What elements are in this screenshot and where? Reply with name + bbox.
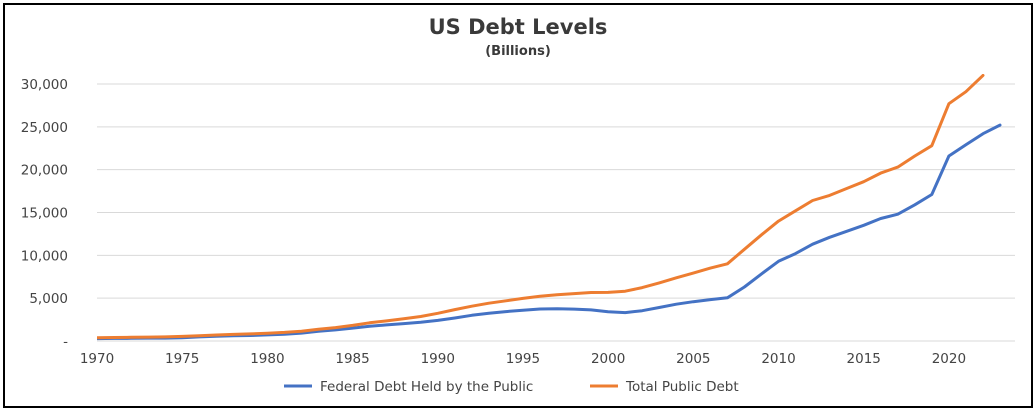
y-tick-label: 20,000 <box>21 163 68 179</box>
x-tick-label: 1990 <box>421 351 455 367</box>
y-axis-tick-labels: - 5,000 10,000 15,000 20,000 25,000 30,000 <box>21 77 68 350</box>
x-axis-tick-labels: 1970 1975 1980 1985 1990 1995 2000 2005 2010 2015… <box>80 351 966 367</box>
chart-title: US Debt Levels <box>428 15 608 39</box>
x-tick-label: 1980 <box>250 351 284 367</box>
x-tick-label: 1985 <box>335 351 369 367</box>
y-tick-label: 25,000 <box>21 120 68 136</box>
legend-label-2: Total Public Debt <box>625 379 739 395</box>
series-line-2 <box>97 74 985 340</box>
x-tick-label: 2015 <box>847 351 881 367</box>
x-tick-label: 1970 <box>80 351 114 367</box>
legend: Federal Debt Held by the Public Total Pub… <box>284 379 739 395</box>
y-tick-label: 5,000 <box>29 291 68 307</box>
chart-subtitle: (Billions) <box>485 44 551 59</box>
y-tick-label: - <box>63 334 68 350</box>
gridlines <box>97 83 1015 342</box>
x-tick-label: 2020 <box>932 351 966 367</box>
series-line-1 <box>97 123 1002 341</box>
y-tick-label: 15,000 <box>21 206 68 222</box>
x-tick-label: 1975 <box>165 351 199 367</box>
y-tick-label: 10,000 <box>21 248 68 264</box>
y-tick-label: 30,000 <box>21 77 68 93</box>
x-tick-label: 2005 <box>676 351 710 367</box>
x-tick-label: 2000 <box>591 351 625 367</box>
series-lines <box>97 74 1002 341</box>
legend-label-1: Federal Debt Held by the Public <box>320 379 533 395</box>
x-tick-label: 1995 <box>506 351 540 367</box>
x-tick-label: 2010 <box>761 351 795 367</box>
